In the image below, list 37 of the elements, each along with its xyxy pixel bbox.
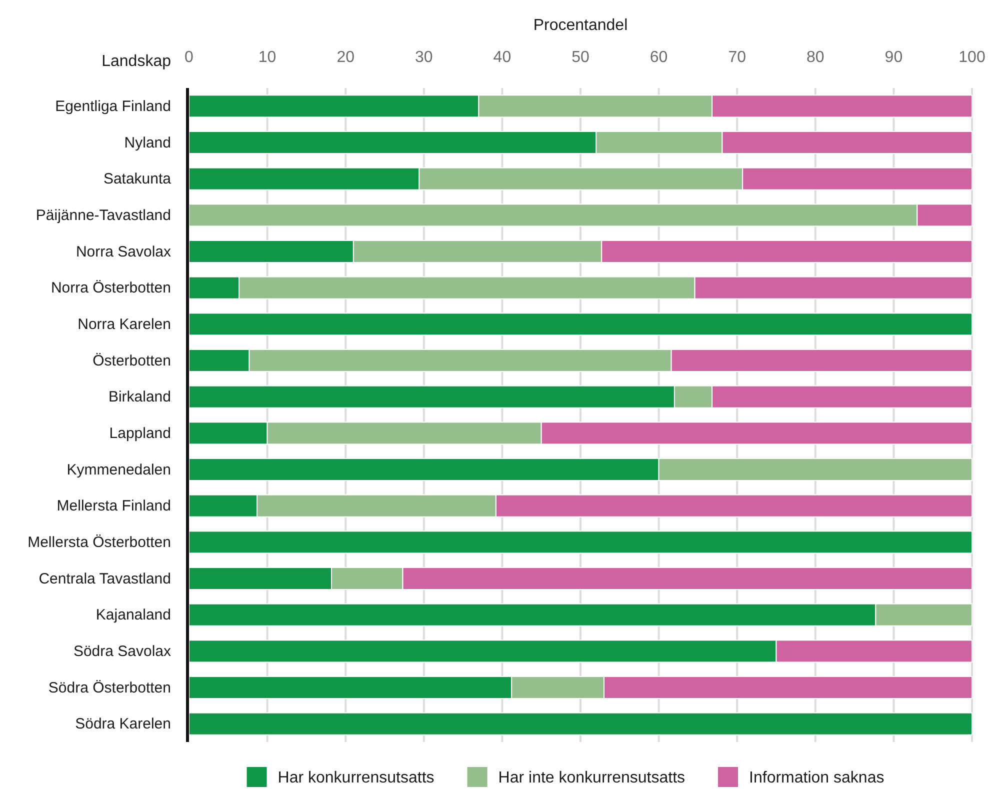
- y-tick-label: Satakunta: [103, 170, 172, 188]
- y-tick-label: Mellersta Österbotten: [28, 534, 171, 551]
- x-tick-label: 80: [806, 49, 824, 66]
- y-tick-label: Päijänne-Tavastland: [36, 206, 171, 224]
- x-tick-label: 50: [572, 49, 590, 66]
- x-tick-label: 70: [728, 49, 746, 66]
- y-tick-label: Norra Österbotten: [50, 280, 171, 297]
- y-tick-label: Egentliga Finland: [55, 98, 171, 115]
- y-axis-title: Landskap: [102, 53, 172, 70]
- y-tick-label: Kymmenedalen: [66, 461, 171, 478]
- bar: [188, 312, 972, 336]
- y-tick-label: Kajanaland: [96, 606, 171, 624]
- x-tick-label: 10: [258, 49, 276, 66]
- y-tick-label: Norra Savolax: [76, 243, 172, 260]
- bar: [188, 712, 972, 736]
- y-tick-label: Södra Savolax: [73, 642, 172, 660]
- legend-label: Har inte konkurrensutsatts: [498, 770, 686, 787]
- x-tick-label: 60: [650, 49, 668, 66]
- x-tick-label: 90: [884, 49, 903, 66]
- x-tick-label: 40: [493, 49, 512, 66]
- y-tick-label: Birkaland: [108, 388, 171, 406]
- y-tick-label: Södra Karelen: [75, 716, 171, 733]
- bar: [188, 530, 972, 554]
- legend-label: Har konkurrensutsatts: [278, 770, 434, 787]
- legend-label: Information saknas: [749, 770, 884, 787]
- y-tick-label: Södra Österbotten: [48, 679, 171, 696]
- x-axis-title: Procentandel: [533, 17, 628, 34]
- y-tick-label: Mellersta Finland: [56, 498, 171, 515]
- y-tick-label: Österbotten: [92, 352, 171, 370]
- y-tick-label: Centrala Tavastland: [38, 570, 171, 588]
- x-tick-label: 100: [958, 49, 986, 66]
- x-tick-label: 30: [415, 49, 433, 66]
- x-tick-label: 20: [336, 49, 355, 66]
- y-tick-label: Norra Karelen: [78, 316, 171, 333]
- y-tick-label: Nyland: [124, 134, 171, 152]
- y-tick-label: Lappland: [109, 424, 171, 442]
- x-tick-label: 0: [184, 49, 194, 66]
